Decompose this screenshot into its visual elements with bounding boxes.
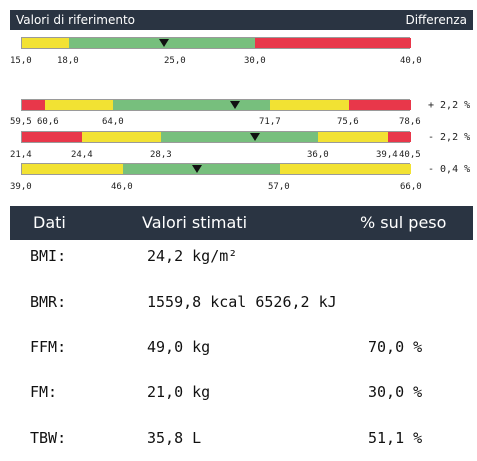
column-header-estimated-values: Valori stimati <box>142 213 248 232</box>
row-percent: 51,1 % <box>368 429 423 447</box>
value-marker <box>230 101 240 109</box>
column-header-data: Dati <box>33 213 66 232</box>
row-label: BMI: <box>30 247 67 265</box>
tick-label: 46,0 <box>111 182 133 192</box>
range-segment-yellow <box>22 38 69 48</box>
range-segment-yellow <box>270 100 349 110</box>
row-value: 35,8 L <box>147 429 202 447</box>
tick-label: 24,4 <box>71 150 93 160</box>
row-value: 21,0 kg <box>147 383 211 401</box>
tick-label: 66,0 <box>400 182 422 192</box>
tick-label: 40,0 <box>400 56 422 66</box>
column-header-percent-weight: % sul peso <box>360 213 447 232</box>
range-segment-yellow <box>45 100 113 110</box>
difference-label: Differenza <box>405 13 467 27</box>
tick-label: 40,5 <box>399 150 421 160</box>
row-percent: 70,0 % <box>368 338 423 356</box>
tick-label: 60,6 <box>37 117 59 127</box>
tick-label: 59,5 <box>10 117 32 127</box>
tick-label: 28,3 <box>150 150 172 160</box>
table-header: Dati Valori stimati % sul peso <box>10 206 473 240</box>
range-bar-1 <box>21 37 411 49</box>
range-segment-red <box>22 100 45 110</box>
range-segment-green <box>113 100 270 110</box>
tick-label: 71,7 <box>259 117 281 127</box>
range-segment-green <box>161 132 318 142</box>
range-segment-red <box>349 100 411 110</box>
range-segment-red <box>22 132 82 142</box>
tick-label: 78,6 <box>399 117 421 127</box>
tick-label: 30,0 <box>244 56 266 66</box>
tick-label: 75,6 <box>337 117 359 127</box>
tick-label: 64,0 <box>102 117 124 127</box>
row-label: FM: <box>30 383 58 401</box>
tick-label: 36,0 <box>307 150 329 160</box>
range-bar-4 <box>21 163 411 175</box>
range-segment-red <box>255 38 411 48</box>
row-value: 1559,8 kcal 6526,2 kJ <box>147 293 337 311</box>
row-value: 24,2 kg/m² <box>147 247 238 265</box>
tick-label: 25,0 <box>164 56 186 66</box>
difference-value: - 0,4 % <box>428 164 471 175</box>
range-segment-yellow <box>82 132 161 142</box>
value-marker <box>250 133 260 141</box>
row-value: 49,0 kg <box>147 338 211 356</box>
tick-label: 57,0 <box>268 182 290 192</box>
range-segment-yellow <box>280 164 411 174</box>
range-segment-yellow <box>318 132 388 142</box>
row-percent: 30,0 % <box>368 383 423 401</box>
row-label: FFM: <box>30 338 67 356</box>
row-label: TBW: <box>30 429 67 447</box>
range-bar-3 <box>21 131 411 143</box>
difference-value: + 2,2 % <box>428 100 471 111</box>
value-marker <box>159 39 169 47</box>
tick-label: 18,0 <box>57 56 79 66</box>
tick-label: 39,0 <box>10 182 32 192</box>
reference-values-title: Valori di riferimento <box>16 13 136 27</box>
reference-values-header: Valori di riferimento Differenza <box>10 10 473 30</box>
value-marker <box>192 165 202 173</box>
difference-value: - 2,2 % <box>428 132 471 143</box>
tick-label: 39,4 <box>376 150 398 160</box>
row-label: BMR: <box>30 293 67 311</box>
tick-label: 21,4 <box>10 150 32 160</box>
tick-label: 15,0 <box>10 56 32 66</box>
range-segment-red <box>388 132 411 142</box>
range-bar-2 <box>21 99 411 111</box>
range-segment-yellow <box>22 164 123 174</box>
